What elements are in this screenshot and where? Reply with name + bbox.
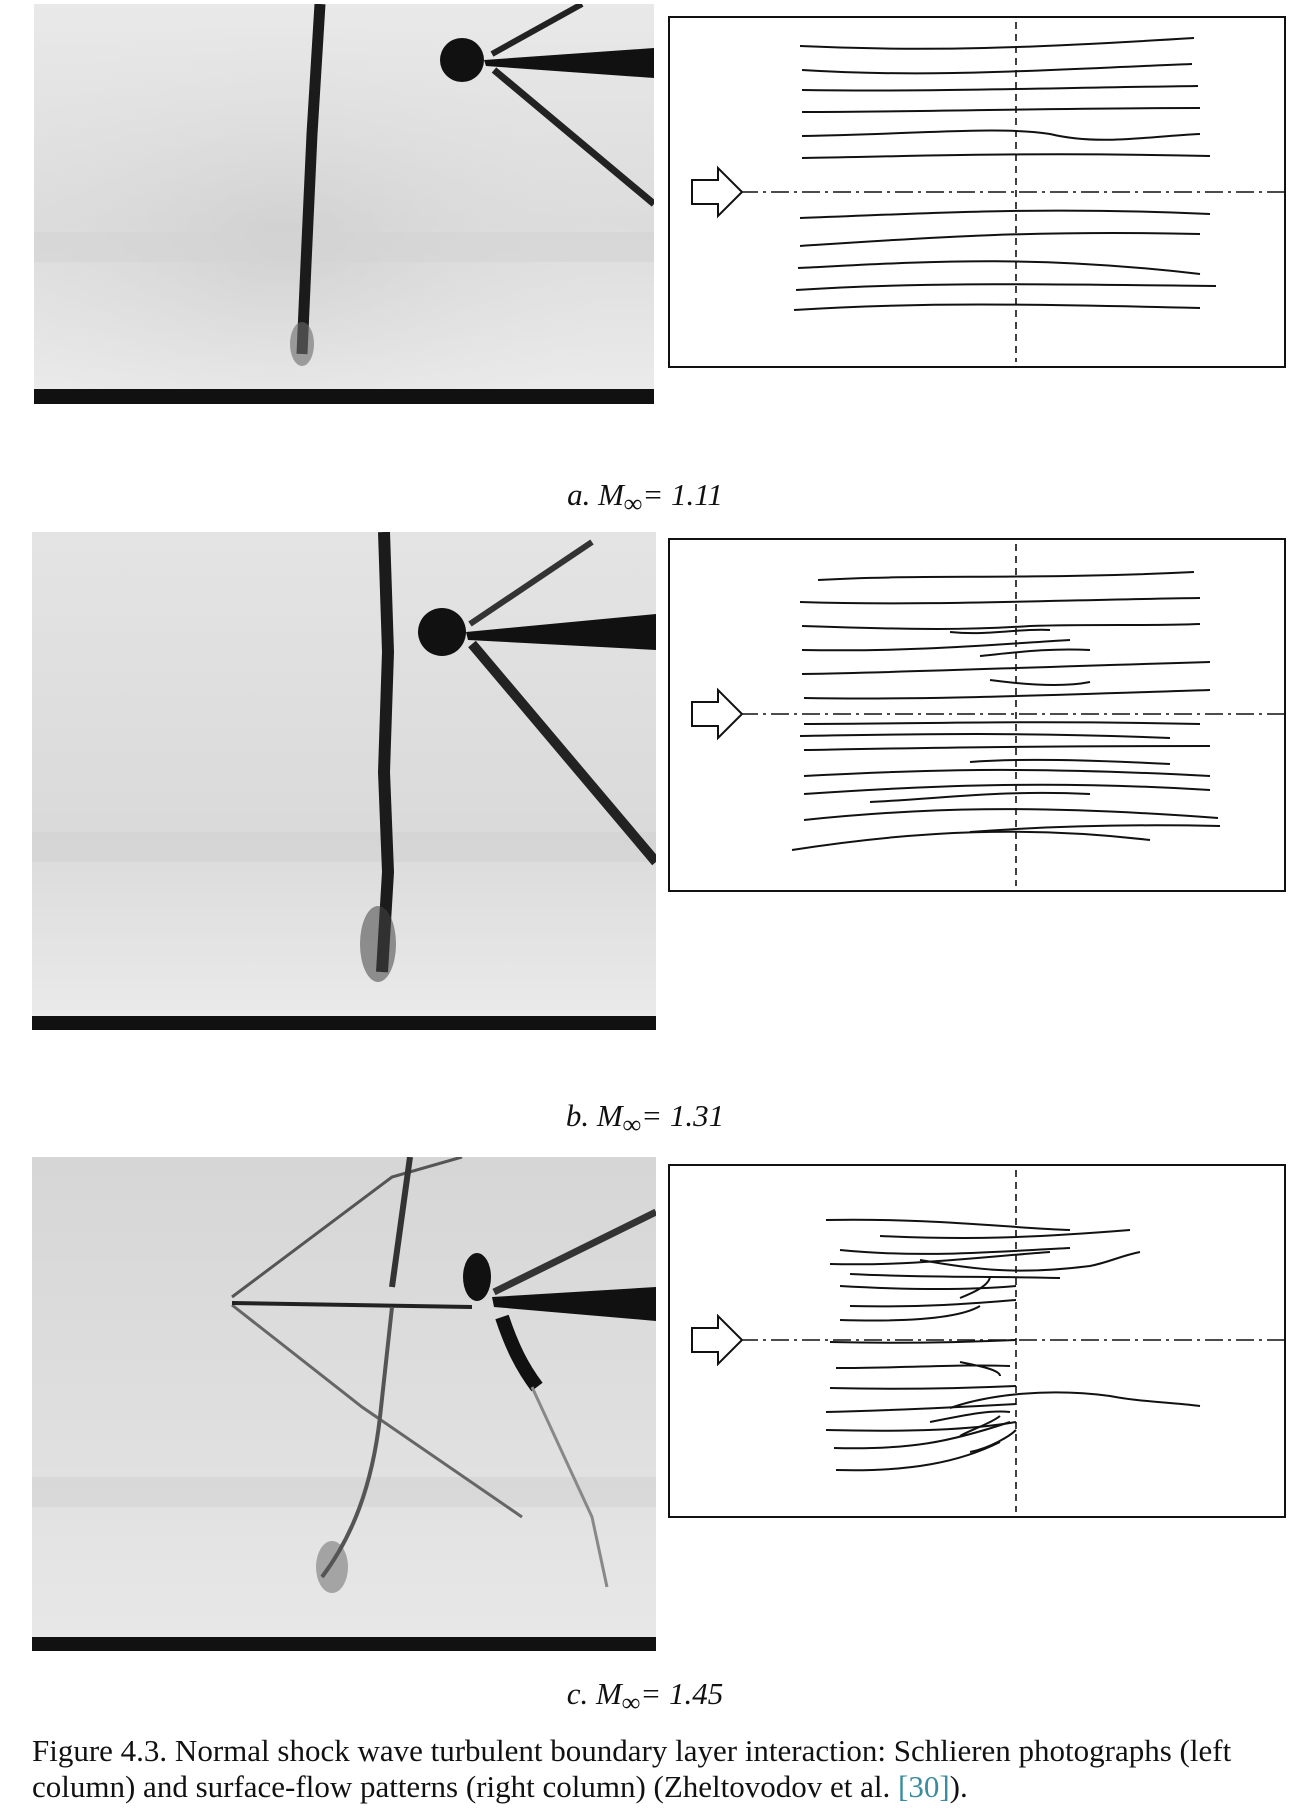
figure-caption: Figure 4.3. Normal shock wave turbulent … [32,1733,1282,1805]
caption-text: Figure 4.3. Normal shock wave turbulent … [32,1733,1232,1804]
panel-label-b: b. M∞= 1.31 [565,1098,725,1140]
schlieren-photo-a [34,4,654,404]
caption-end: ). [949,1769,968,1804]
surface-flow-pattern-a [668,16,1286,368]
surface-flow-pattern-c [668,1164,1286,1518]
surface-flow-pattern-b [668,538,1286,892]
schlieren-photo-c [32,1157,656,1651]
citation-link[interactable]: [30] [898,1769,950,1804]
schlieren-photo-b [32,532,656,1030]
panel-label-a: a. M∞= 1.11 [567,477,723,519]
panel-label-c: c. M∞= 1.45 [566,1676,724,1718]
